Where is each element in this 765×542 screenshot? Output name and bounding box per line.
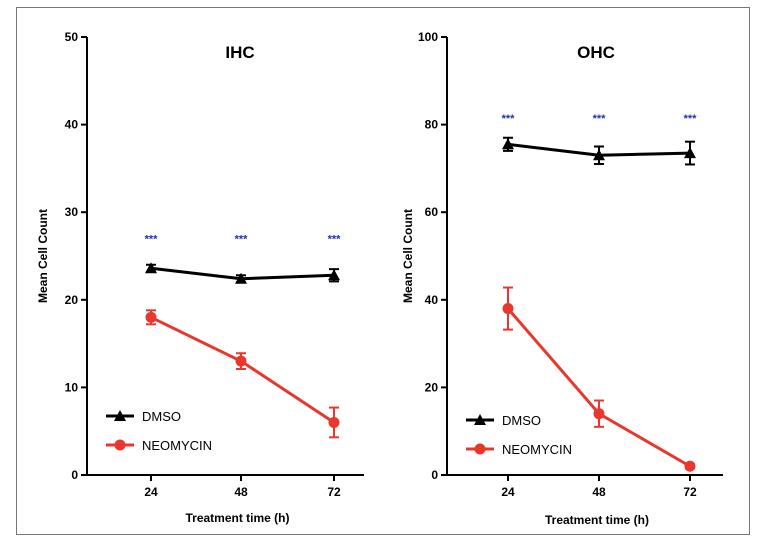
x-tick-label: 48: [592, 485, 606, 499]
y-tick-label: 40: [65, 118, 79, 132]
ohc-panel: 0 20 40 60 80 100 24 48 72 OHC Treatment time (h) M…: [401, 30, 723, 527]
y-tick-label: 30: [65, 205, 79, 219]
y-tick-label: 10: [65, 380, 79, 394]
significance-label: ***: [328, 233, 342, 245]
y-tick-label: 0: [431, 468, 438, 482]
data-point-circle: [593, 408, 605, 420]
y-tick-label: 0: [71, 468, 78, 482]
data-point-circle: [502, 303, 514, 315]
x-tick-label: 48: [234, 485, 248, 499]
significance-label: ***: [502, 113, 516, 125]
legend-marker-triangle: [474, 414, 486, 425]
y-tick-label: 20: [65, 293, 79, 307]
data-point-circle: [328, 416, 340, 428]
x-tick-label: 72: [327, 485, 341, 499]
figure-frame: [16, 7, 750, 535]
legend-marker-triangle: [114, 410, 126, 421]
legend-label: NEOMYCIN: [142, 438, 212, 453]
legend-label: DMSO: [502, 413, 541, 428]
legend-label: DMSO: [142, 409, 181, 424]
data-point-circle: [145, 311, 157, 323]
series-dmso: [502, 136, 696, 166]
series-neomycin: [145, 309, 340, 439]
significance-label: ***: [593, 113, 607, 125]
legend: DMSO NEOMYCIN: [466, 413, 572, 457]
data-point-triangle: [328, 269, 340, 281]
y-tick-label: 50: [65, 30, 79, 44]
data-point-triangle: [684, 147, 696, 159]
y-axis-title: Mean Cell Count: [401, 209, 415, 303]
x-axis-title: Treatment time (h): [545, 513, 649, 527]
data-point-triangle: [502, 138, 514, 150]
y-tick-label: 40: [425, 293, 439, 307]
y-axis-title: Mean Cell Count: [36, 209, 50, 303]
panel-title: OHC: [577, 43, 615, 62]
ihc-panel: 0 10 20 30 40 50 24 48 72 IHC Treatment time (h) Me…: [36, 30, 364, 525]
significance-label: ***: [145, 233, 159, 245]
series-neomycin: [502, 286, 696, 472]
x-tick-label: 24: [144, 485, 158, 499]
x-axis-title: Treatment time (h): [185, 511, 289, 525]
y-tick-label: 60: [425, 205, 439, 219]
data-point-triangle: [235, 272, 247, 284]
y-tick-label: 20: [425, 380, 439, 394]
data-point-circle: [684, 460, 696, 472]
y-tick-label: 100: [418, 30, 438, 44]
legend-marker-circle: [474, 443, 486, 455]
data-point-triangle: [145, 262, 157, 274]
y-tick-label: 80: [425, 118, 439, 132]
legend-label: NEOMYCIN: [502, 442, 572, 457]
legend: DMSO NEOMYCIN: [106, 409, 212, 453]
x-tick-label: 24: [501, 485, 515, 499]
x-tick-label: 72: [683, 485, 697, 499]
series-dmso: [145, 262, 340, 284]
legend-marker-circle: [114, 439, 126, 451]
panel-title: IHC: [225, 43, 254, 62]
significance-label: ***: [235, 233, 249, 245]
significance-label: ***: [684, 113, 698, 125]
data-point-circle: [235, 355, 247, 367]
data-point-triangle: [593, 149, 605, 161]
